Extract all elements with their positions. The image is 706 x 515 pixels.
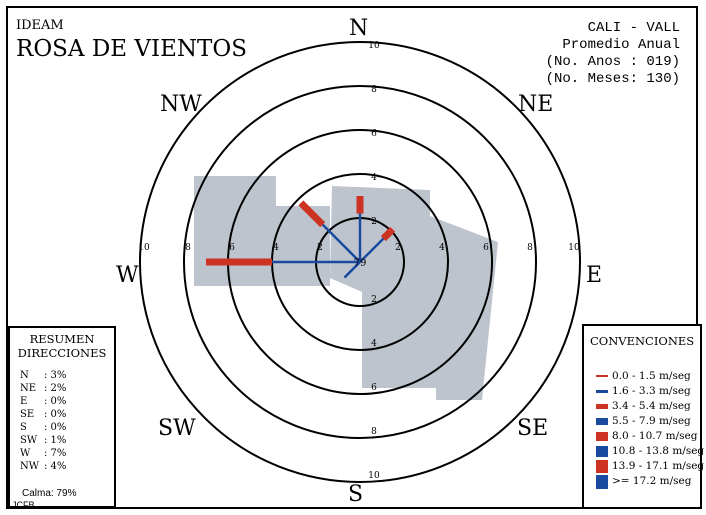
legend-swatch	[596, 432, 608, 441]
chart-frame	[6, 6, 698, 509]
ring-tick-label: 2	[395, 243, 401, 253]
station-info: CALI - VALL Promedio Anual (No. Anos : 0…	[546, 20, 680, 88]
station-years: (No. Anos : 019)	[545, 54, 680, 70]
cardinal-e: E	[586, 263, 603, 288]
ring-tick-label: 10	[368, 41, 380, 51]
ring-tick-label: 10	[138, 243, 150, 253]
wind-bar-sw	[343, 261, 361, 279]
ring-tick-label: 2	[371, 217, 377, 227]
summary-row: SW : 1%	[20, 435, 66, 446]
legend-label: >= 17.2 m/seg	[612, 475, 692, 487]
summary-pct: : 3%	[44, 370, 67, 381]
station-months: (No. Meses: 130)	[545, 71, 680, 87]
legend-label: 5.5 - 7.9 m/seg	[612, 415, 691, 427]
legend-swatch	[596, 418, 608, 425]
station-subtitle: Promedio Anual	[562, 37, 680, 53]
summary-title-line2: DIRECCIONES	[17, 346, 107, 360]
legend-label: 8.0 - 10.7 m/seg	[612, 430, 698, 442]
legend-box: CONVENCIONES 0.0 - 1.5 m/seg 1.6 - 3.3 m…	[582, 324, 705, 509]
ring-tick-label: 2	[317, 243, 323, 253]
summary-pct: : 0%	[44, 409, 67, 420]
ring-labels: 2 2 2 2 4 4 4 4 6 6 6 6 8 8 8 8 10 10 10 10	[138, 41, 580, 481]
ring-tick-label: 6	[229, 243, 235, 253]
summary-dir: NE	[20, 383, 37, 394]
legend-label: 10.8 - 13.8 m/seg	[612, 445, 705, 457]
cardinal-sw: SW	[158, 416, 196, 441]
range-ring	[183, 85, 537, 439]
legend-swatch	[596, 475, 608, 489]
summary-box: RESUMEN DIRECCIONES N : 3% NE : 2% E : 0% S…	[8, 326, 116, 508]
wind-bar-ne	[380, 226, 396, 242]
ring-tick-label: 2	[371, 295, 377, 305]
legend-label: 13.9 - 17.1 m/seg	[612, 460, 705, 472]
summary-dir: W	[20, 448, 31, 459]
wind-bar-ne	[359, 237, 385, 263]
cardinal-s: S	[348, 482, 364, 507]
summary-pct: : 2%	[44, 383, 67, 394]
cardinal-ne: NE	[518, 92, 554, 117]
summary-pct: : 7%	[44, 448, 67, 459]
ring-tick-label: 6	[371, 383, 377, 393]
legend-label: 0.0 - 1.5 m/seg	[612, 370, 691, 382]
summary-dir: SW	[20, 435, 38, 446]
summary-title-line1: RESUMEN	[29, 332, 95, 346]
ring-tick-label: 4	[273, 243, 279, 253]
map-shading-region	[330, 186, 498, 400]
wind-bars	[206, 196, 396, 279]
chart-title: ROSA DE VIENTOS	[16, 36, 247, 62]
summary-pct: : 1%	[44, 435, 67, 446]
summary-row: NW : 4%	[20, 461, 66, 472]
summary-dir: N	[20, 370, 29, 381]
ring-tick-label: 4	[371, 339, 377, 349]
ring-tick-label: 8	[185, 243, 191, 253]
ring-tick-label: 6	[371, 129, 377, 139]
cardinal-n: N	[349, 16, 369, 41]
ring-tick-label: 10	[568, 243, 580, 253]
author-credit: JCFB	[12, 500, 35, 510]
summary-title: RESUMEN DIRECCIONES	[10, 332, 114, 360]
legend-swatch	[596, 375, 608, 377]
summary-row: S : 0%	[20, 422, 66, 433]
ring-tick-label: 10	[368, 471, 380, 481]
ring-tick-label: 8	[527, 243, 533, 253]
center-calm-label: 79	[354, 258, 367, 269]
cardinal-se: SE	[517, 416, 549, 441]
summary-row: N : 3%	[20, 370, 66, 381]
summary-row: SE : 0%	[20, 409, 66, 420]
summary-dir: S	[20, 422, 27, 433]
wind-bar-nw	[298, 200, 326, 228]
legend-label: 1.6 - 3.3 m/seg	[612, 385, 691, 397]
summary-dir: SE	[20, 409, 35, 420]
ring-tick-label: 8	[371, 427, 377, 437]
wind-bar-nw	[321, 223, 361, 263]
range-ring	[139, 41, 581, 483]
legend-swatch	[596, 390, 608, 393]
summary-row: NE : 2%	[20, 383, 66, 394]
map-shading-region	[194, 176, 330, 286]
legend-title: CONVENCIONES	[590, 334, 695, 348]
legend-label: 3.4 - 5.4 m/seg	[612, 400, 691, 412]
station-name: CALI - VALL	[587, 20, 680, 36]
ring-tick-label: 8	[371, 85, 377, 95]
calm-percentage: Calma: 79%	[22, 488, 77, 499]
ring-tick-label: 4	[439, 243, 445, 253]
summary-row: E : 0%	[20, 396, 66, 407]
summary-dir: E	[20, 396, 28, 407]
legend-swatch	[596, 404, 608, 409]
summary-row: W : 7%	[20, 448, 66, 459]
ring-tick-label: 6	[483, 243, 489, 253]
summary-pct: : 4%	[44, 461, 67, 472]
cardinal-nw: NW	[160, 92, 202, 117]
summary-dir: NW	[20, 461, 40, 472]
summary-pct: : 0%	[44, 422, 67, 433]
cardinal-w: W	[116, 263, 139, 288]
org-label: IDEAM	[16, 18, 64, 33]
ring-tick-label: 4	[371, 173, 377, 183]
legend-swatch	[596, 460, 608, 473]
summary-pct: : 0%	[44, 396, 67, 407]
legend-swatch	[596, 446, 608, 457]
